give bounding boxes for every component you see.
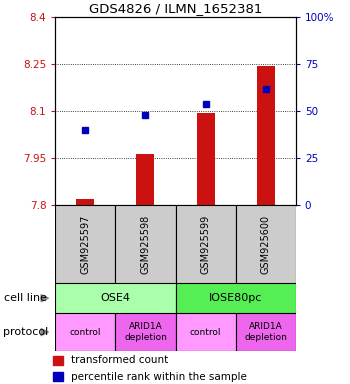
Text: ARID1A
depletion: ARID1A depletion <box>244 323 287 342</box>
Bar <box>116 313 175 351</box>
Bar <box>76 199 94 205</box>
Text: GSM925600: GSM925600 <box>261 215 271 274</box>
Bar <box>136 154 154 205</box>
Bar <box>55 313 116 351</box>
Text: GSM925597: GSM925597 <box>80 215 90 274</box>
Text: IOSE80pc: IOSE80pc <box>209 293 262 303</box>
Bar <box>53 372 63 381</box>
Bar <box>175 313 236 351</box>
Title: GDS4826 / ILMN_1652381: GDS4826 / ILMN_1652381 <box>89 2 262 15</box>
FancyBboxPatch shape <box>116 205 175 283</box>
Text: protocol: protocol <box>4 327 49 337</box>
Bar <box>197 113 215 205</box>
Text: cell line: cell line <box>4 293 47 303</box>
Bar <box>236 313 296 351</box>
Bar <box>53 356 63 365</box>
Bar <box>175 283 296 313</box>
Text: percentile rank within the sample: percentile rank within the sample <box>71 372 246 382</box>
Bar <box>55 283 175 313</box>
FancyBboxPatch shape <box>175 205 236 283</box>
Text: control: control <box>70 328 101 337</box>
Text: GSM925598: GSM925598 <box>140 215 150 274</box>
Text: control: control <box>190 328 221 337</box>
Text: ARID1A
depletion: ARID1A depletion <box>124 323 167 342</box>
FancyBboxPatch shape <box>236 205 296 283</box>
FancyBboxPatch shape <box>55 205 116 283</box>
Text: transformed count: transformed count <box>71 356 168 366</box>
Text: GSM925599: GSM925599 <box>201 215 211 274</box>
Bar <box>257 66 275 205</box>
Text: OSE4: OSE4 <box>100 293 131 303</box>
